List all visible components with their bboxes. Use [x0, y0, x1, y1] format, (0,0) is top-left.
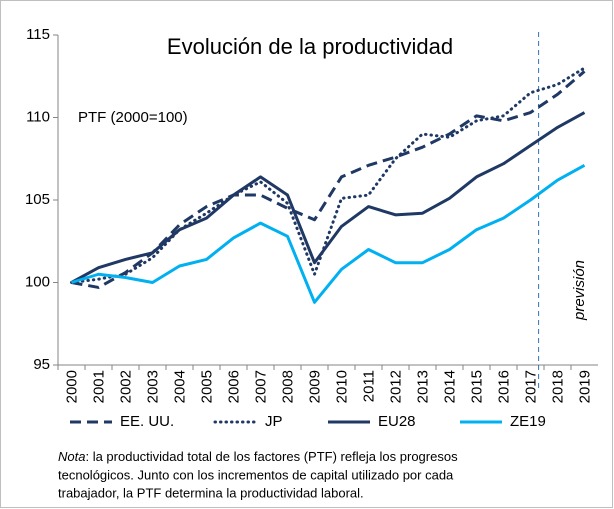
series-line: [70, 66, 586, 284]
y-tick-label: 100: [25, 273, 50, 290]
x-tick-label: 2011: [360, 370, 377, 402]
x-tick-label: 2007: [252, 370, 269, 403]
x-tick-label: 2014: [441, 370, 458, 403]
y-tick-label: 115: [26, 26, 50, 43]
series-line: [71, 164, 586, 304]
note-line: trabajador, la PTF determina la producti…: [58, 485, 364, 500]
x-tick-label: 2013: [414, 370, 431, 403]
note-line: tecnológicos. Junto con los incrementos …: [58, 467, 454, 482]
x-tick-label: 2010: [333, 370, 350, 403]
x-tick-label: 2002: [117, 370, 134, 403]
y-tick-label: 105: [25, 191, 50, 208]
note-line: : la productividad total de los factores…: [85, 449, 458, 464]
annotation: PTF (2000=100): [78, 109, 188, 126]
forecast-label: previsión: [571, 260, 588, 321]
x-tick-label: 2006: [225, 370, 242, 403]
legend-label: EE. UU.: [120, 413, 174, 430]
legend-label: ZE19: [510, 413, 546, 430]
x-tick-label: 2015: [468, 370, 485, 403]
x-tick-label: 2001: [90, 370, 107, 403]
y-tick-label: 110: [26, 108, 50, 125]
legend-label: EU28: [378, 413, 416, 430]
note-label: Nota: [58, 449, 85, 464]
note: Nota: la productividad total de los fact…: [58, 449, 458, 464]
x-tick-label: 2012: [387, 370, 404, 403]
series-line: [70, 111, 586, 284]
x-tick-label: 2018: [549, 370, 566, 403]
x-tick-label: 2019: [576, 370, 593, 403]
legend-label: JP: [265, 413, 283, 430]
x-tick-label: 2008: [279, 370, 296, 403]
x-tick-label: 2009: [306, 370, 323, 403]
y-tick-label: 95: [33, 356, 50, 373]
x-tick-label: 2005: [198, 370, 215, 403]
x-tick-label: 2016: [495, 370, 512, 403]
series-line: [71, 70, 586, 289]
x-tick-label: 2000: [63, 370, 80, 403]
x-tick-label: 2017: [522, 370, 539, 403]
x-tick-label: 2003: [144, 370, 161, 403]
chart-title: Evolución de la productividad: [167, 34, 453, 59]
x-tick-label: 2004: [171, 370, 188, 403]
